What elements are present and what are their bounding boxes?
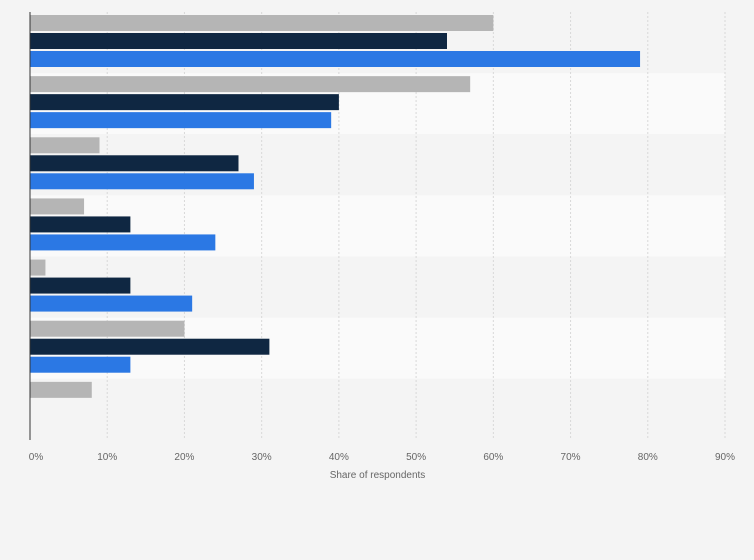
x-axis-title: Share of respondents xyxy=(330,470,426,481)
x-tick-label: 70% xyxy=(561,452,581,463)
bar xyxy=(30,234,216,251)
bar xyxy=(30,51,641,67)
x-tick-label: 10% xyxy=(97,452,117,463)
bar xyxy=(30,277,131,294)
bar xyxy=(30,15,494,31)
x-tick-label: 30% xyxy=(252,452,272,463)
bar xyxy=(30,320,185,337)
bar xyxy=(30,259,46,276)
x-tick-label: 40% xyxy=(329,452,349,463)
bar xyxy=(30,295,193,312)
bar xyxy=(30,198,85,215)
bar xyxy=(30,76,471,93)
bar xyxy=(30,173,254,190)
x-tick-label: 20% xyxy=(174,452,194,463)
x-tick-label: 60% xyxy=(483,452,503,463)
bar xyxy=(30,381,92,398)
bar xyxy=(30,137,100,154)
bar xyxy=(30,216,131,233)
x-axis-ticks: 0% 10% 20% 30% 40% 50% 60% 70% 80% 90% xyxy=(29,452,735,463)
bar xyxy=(30,112,332,129)
bar xyxy=(30,94,339,111)
x-tick-label: 50% xyxy=(406,452,426,463)
x-tick-label: 90% xyxy=(715,452,735,463)
row-band xyxy=(30,378,725,440)
bar xyxy=(30,155,239,172)
bar xyxy=(30,338,270,355)
bar xyxy=(30,33,447,49)
x-tick-label: 0% xyxy=(29,452,44,463)
bars xyxy=(30,15,641,398)
x-tick-label: 80% xyxy=(638,452,658,463)
bar xyxy=(30,356,131,373)
